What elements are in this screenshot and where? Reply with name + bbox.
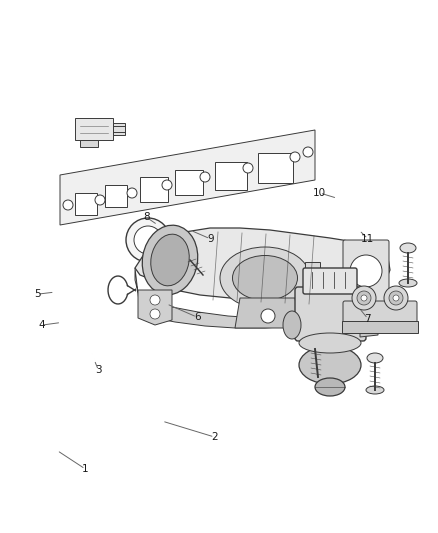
Text: 9: 9 xyxy=(207,234,214,244)
Text: 3: 3 xyxy=(95,366,102,375)
Circle shape xyxy=(134,226,162,254)
Ellipse shape xyxy=(220,247,310,309)
Circle shape xyxy=(126,218,170,262)
Circle shape xyxy=(200,172,210,182)
Ellipse shape xyxy=(299,333,361,353)
Polygon shape xyxy=(105,185,127,207)
Circle shape xyxy=(127,188,137,198)
Circle shape xyxy=(261,309,275,323)
Text: 6: 6 xyxy=(194,312,201,322)
Ellipse shape xyxy=(315,378,345,396)
Circle shape xyxy=(150,295,160,305)
Polygon shape xyxy=(258,153,293,183)
Ellipse shape xyxy=(367,353,383,363)
Ellipse shape xyxy=(310,374,326,381)
Text: 7: 7 xyxy=(364,314,371,324)
Text: 5: 5 xyxy=(34,289,41,299)
Text: 11: 11 xyxy=(361,234,374,244)
Polygon shape xyxy=(75,193,97,215)
Ellipse shape xyxy=(308,341,322,350)
Circle shape xyxy=(384,286,408,310)
Polygon shape xyxy=(138,290,172,325)
Ellipse shape xyxy=(151,234,189,286)
Ellipse shape xyxy=(399,279,417,287)
Circle shape xyxy=(361,295,367,301)
Ellipse shape xyxy=(400,243,416,253)
Polygon shape xyxy=(175,170,203,195)
Polygon shape xyxy=(215,162,247,190)
FancyBboxPatch shape xyxy=(303,268,357,294)
Circle shape xyxy=(63,200,73,210)
Text: 2: 2 xyxy=(211,432,218,442)
Circle shape xyxy=(366,321,378,333)
Text: 10: 10 xyxy=(313,188,326,198)
Polygon shape xyxy=(342,321,418,333)
Circle shape xyxy=(150,309,160,319)
FancyBboxPatch shape xyxy=(343,301,417,323)
FancyBboxPatch shape xyxy=(113,123,125,135)
Circle shape xyxy=(357,291,371,305)
Circle shape xyxy=(95,195,105,205)
Polygon shape xyxy=(135,268,388,328)
Polygon shape xyxy=(360,315,378,337)
FancyBboxPatch shape xyxy=(295,287,366,341)
Ellipse shape xyxy=(366,386,384,394)
Polygon shape xyxy=(140,177,168,202)
Ellipse shape xyxy=(283,311,301,339)
Circle shape xyxy=(303,147,313,157)
Text: 1: 1 xyxy=(82,464,89,474)
Ellipse shape xyxy=(299,346,361,384)
Circle shape xyxy=(393,295,399,301)
Ellipse shape xyxy=(233,255,297,301)
Circle shape xyxy=(350,255,382,287)
Text: 4: 4 xyxy=(38,320,45,330)
Circle shape xyxy=(243,163,253,173)
Ellipse shape xyxy=(142,225,198,295)
Polygon shape xyxy=(60,130,315,225)
Circle shape xyxy=(162,180,172,190)
Polygon shape xyxy=(235,298,300,328)
Polygon shape xyxy=(135,228,390,300)
Text: 8: 8 xyxy=(143,213,150,222)
Circle shape xyxy=(290,152,300,162)
FancyBboxPatch shape xyxy=(75,118,113,140)
FancyBboxPatch shape xyxy=(80,140,98,147)
Circle shape xyxy=(389,291,403,305)
Circle shape xyxy=(176,246,194,264)
Circle shape xyxy=(352,286,376,310)
FancyBboxPatch shape xyxy=(343,240,389,302)
FancyBboxPatch shape xyxy=(305,262,320,274)
